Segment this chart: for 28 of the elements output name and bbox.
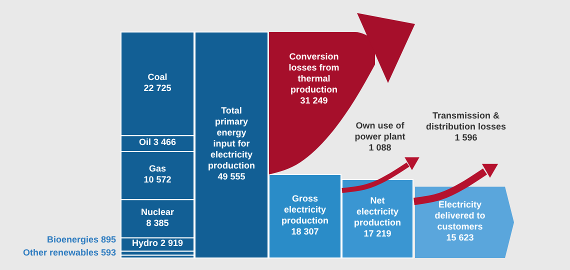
data-label: 1 088 (368, 142, 392, 152)
data-label: 3 466 (153, 137, 176, 148)
data-label: 10 572 (144, 174, 172, 185)
data-label: 15 623 (446, 232, 474, 242)
data-label: 8 385 (146, 218, 169, 228)
data-label: 22 725 (144, 82, 172, 93)
data-label: 18 307 (291, 226, 319, 236)
data-label: 895 (100, 234, 116, 244)
data-label: 2 919 (160, 238, 184, 248)
data-label: 17 219 (364, 228, 392, 239)
category-label: Net electricity production (354, 196, 401, 228)
category-label: Oil (138, 137, 152, 148)
data-label: 593 (100, 248, 116, 258)
category-label: Gross electricity production (282, 193, 328, 226)
category-label: Conversion losses from thermal production (288, 52, 340, 94)
data-label: 31 249 (300, 96, 328, 106)
category-label: Nuclear (140, 206, 174, 217)
category-label: Gas (148, 164, 166, 174)
data-label: 49 555 (218, 172, 246, 182)
category-label: Total primary energy input for electricity production (208, 106, 255, 170)
data-label: 1 596 (454, 132, 478, 142)
category-label: Transmission & distribution losses (426, 110, 506, 132)
category-label: Coal (148, 72, 168, 82)
category-label: Own use of power plant (354, 120, 406, 142)
category-label: Bioenergies (46, 234, 98, 244)
category-label: Electricity delivered to customers (434, 199, 486, 232)
category-label: Other renewables (22, 248, 98, 258)
category-label: Hydro (132, 238, 158, 248)
